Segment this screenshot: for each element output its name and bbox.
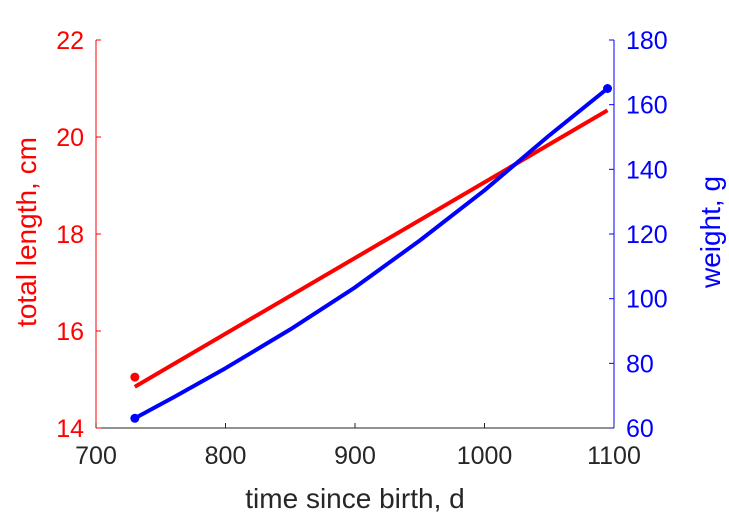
total-length-point xyxy=(130,372,140,382)
ticks-layer: 700 800 900 1000 1100 14 16 18 20 22 60 80 100 120 140… xyxy=(56,27,668,470)
total-length-line xyxy=(133,108,609,389)
axes-layer xyxy=(95,40,615,429)
right-y-tick-label: 100 xyxy=(626,286,668,314)
left-y-tick-label: 22 xyxy=(56,27,84,55)
weight-line xyxy=(133,86,609,421)
weight-point xyxy=(603,84,613,93)
left-y-tick-label: 16 xyxy=(56,318,84,346)
left-y-tick-label: 20 xyxy=(56,124,84,152)
x-tick-label: 1000 xyxy=(457,442,513,470)
x-tick-label: 900 xyxy=(334,442,376,470)
weight-point xyxy=(130,413,140,423)
right-y-axis-label: weight, g xyxy=(695,176,726,289)
left-y-axis-label: total length, cm xyxy=(11,137,42,327)
right-y-tick-label: 140 xyxy=(626,156,668,184)
right-y-tick-label: 120 xyxy=(626,221,668,249)
x-tick-label: 1100 xyxy=(587,442,641,470)
left-y-tick-label: 14 xyxy=(56,415,84,443)
left-y-tick-label: 18 xyxy=(56,221,84,249)
x-tick-label: 800 xyxy=(205,442,247,470)
x-tick-label: 700 xyxy=(75,442,117,470)
right-y-tick-label: 180 xyxy=(626,27,668,55)
series-layer xyxy=(130,84,613,423)
right-y-tick-label: 80 xyxy=(626,350,654,378)
x-axis-label: time since birth, d xyxy=(245,483,464,514)
right-y-tick-label: 60 xyxy=(626,415,654,443)
right-y-tick-label: 160 xyxy=(626,92,668,120)
